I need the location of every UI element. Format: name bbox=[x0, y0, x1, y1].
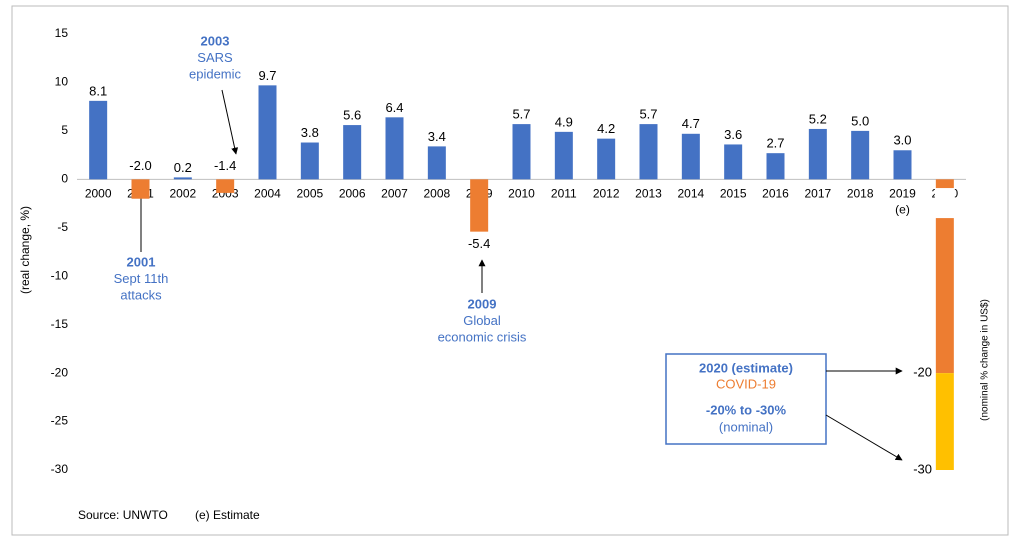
bar bbox=[300, 142, 319, 180]
y-tick-label: -5 bbox=[57, 220, 68, 234]
value-label: -2.0 bbox=[129, 158, 151, 173]
x-tick-label: 2013 bbox=[635, 187, 662, 201]
y-tick-label: -10 bbox=[51, 268, 69, 282]
x-tick-label: 2006 bbox=[339, 187, 366, 201]
bar bbox=[766, 153, 785, 180]
legend-note: (e) Estimate bbox=[195, 508, 260, 522]
y-tick-label: 10 bbox=[55, 75, 69, 89]
x-tick-label: 2004 bbox=[254, 187, 281, 201]
value-label: 4.7 bbox=[682, 116, 700, 131]
bar bbox=[554, 131, 573, 180]
arrow bbox=[825, 414, 903, 461]
value-label: 6.4 bbox=[385, 100, 403, 115]
box-note: (nominal) bbox=[719, 419, 773, 434]
bar bbox=[808, 128, 827, 180]
x-tick-label: 2015 bbox=[720, 187, 747, 201]
value-label: 3.8 bbox=[301, 125, 319, 140]
frame bbox=[11, 5, 1009, 536]
x-tick-label: 2016 bbox=[762, 187, 789, 201]
bar bbox=[893, 150, 912, 180]
x-tick-label: 2005 bbox=[296, 187, 323, 201]
box-title: 2020 (estimate) bbox=[699, 360, 793, 375]
annotation: economic crisis bbox=[438, 329, 527, 344]
bar bbox=[385, 117, 404, 180]
value-label: 5.2 bbox=[809, 111, 827, 126]
y-tick-label: 5 bbox=[61, 123, 68, 137]
annotation: 2003 bbox=[201, 33, 230, 48]
x-tick-label: 2002 bbox=[169, 187, 196, 201]
value-label: 5.6 bbox=[343, 108, 361, 123]
annotation: 2001 bbox=[127, 254, 156, 269]
bar bbox=[681, 133, 700, 180]
estimate-label: -20 bbox=[913, 365, 932, 380]
bar bbox=[470, 179, 489, 232]
x-tick-label: 2019 bbox=[889, 187, 916, 201]
box-range: -20% to -30% bbox=[706, 402, 787, 417]
bar bbox=[724, 144, 743, 180]
y-tick-label: -25 bbox=[51, 414, 69, 428]
x-tick-label: 2011 bbox=[551, 187, 577, 201]
bar bbox=[512, 124, 531, 180]
bar bbox=[427, 146, 446, 180]
bar bbox=[851, 130, 870, 180]
estimate-bar bbox=[935, 179, 954, 374]
bar bbox=[597, 138, 616, 180]
x-tick-label: 2008 bbox=[423, 187, 450, 201]
estimate-label: -30 bbox=[913, 461, 932, 476]
x-tick-label: 2010 bbox=[508, 187, 535, 201]
annotation: SARS bbox=[197, 50, 233, 65]
annotation: epidemic bbox=[189, 66, 242, 81]
x-tick-label: 2014 bbox=[677, 187, 704, 201]
source: Source: UNWTO bbox=[78, 508, 168, 522]
annotation: Sept 11th bbox=[114, 271, 169, 286]
y-tick-label: -20 bbox=[51, 365, 69, 379]
value-label: 5.0 bbox=[851, 113, 869, 128]
bar bbox=[131, 179, 150, 199]
value-label: 2.7 bbox=[766, 136, 784, 151]
value-label: 3.0 bbox=[893, 133, 911, 148]
value-label: 5.7 bbox=[639, 107, 657, 122]
bar bbox=[343, 125, 362, 180]
y-tick-label: -15 bbox=[51, 317, 69, 331]
value-label: 4.9 bbox=[555, 114, 573, 129]
annotation: attacks bbox=[120, 287, 162, 302]
x-tick-label: 2007 bbox=[381, 187, 408, 201]
x-tick-note: (e) bbox=[895, 203, 910, 217]
annotation-box bbox=[665, 353, 827, 445]
bar bbox=[173, 177, 192, 180]
value-label: -5.4 bbox=[468, 236, 490, 251]
value-label: -1.4 bbox=[214, 158, 236, 173]
value-label: 8.1 bbox=[89, 83, 107, 98]
value-label: 0.2 bbox=[174, 160, 192, 175]
value-label: 3.6 bbox=[724, 127, 742, 142]
bar bbox=[89, 100, 108, 180]
x-tick-label: 2012 bbox=[593, 187, 620, 201]
box-subtitle: COVID-19 bbox=[716, 376, 776, 391]
x-tick-label: 2017 bbox=[804, 187, 831, 201]
axis-break bbox=[934, 188, 955, 219]
value-label: 4.2 bbox=[597, 121, 615, 136]
value-label: 9.7 bbox=[258, 68, 276, 83]
arrow bbox=[221, 89, 239, 155]
value-label: 3.4 bbox=[428, 129, 446, 144]
value-label: 5.7 bbox=[512, 107, 530, 122]
y-tick-label: -30 bbox=[51, 462, 69, 476]
bar bbox=[639, 124, 658, 180]
x-tick-label: 2000 bbox=[85, 187, 112, 201]
y2-axis-label: (nominal % change in US$) bbox=[980, 299, 991, 421]
x-tick-label: 2018 bbox=[847, 187, 874, 201]
estimate-bar bbox=[935, 373, 954, 470]
bar bbox=[258, 85, 277, 180]
bar bbox=[216, 179, 235, 193]
y-tick-label: 0 bbox=[61, 172, 68, 186]
y-tick-label: 15 bbox=[55, 26, 69, 40]
annotation: Global bbox=[463, 313, 501, 328]
y-axis-label: (real change, %) bbox=[18, 206, 32, 294]
annotation: 2009 bbox=[468, 296, 497, 311]
